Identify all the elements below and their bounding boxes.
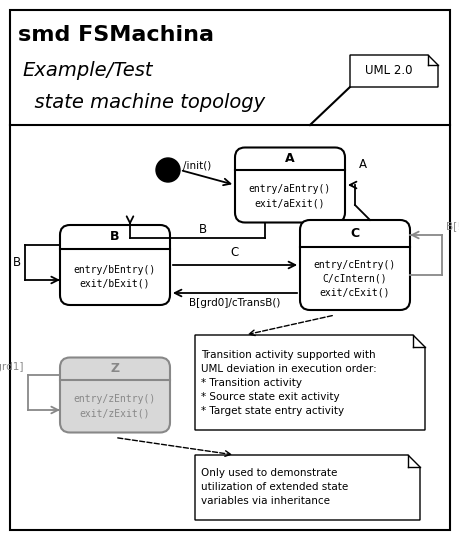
Text: C: C (230, 246, 239, 260)
Text: smd FSMachina: smd FSMachina (18, 25, 213, 45)
Text: Only used to demonstrate
utilization of extended state
variables via inheritance: Only used to demonstrate utilization of … (201, 469, 347, 507)
Circle shape (156, 158, 179, 182)
Text: entry/zEntry()
exit/zExit(): entry/zEntry() exit/zExit() (74, 394, 156, 418)
Text: state machine topology: state machine topology (22, 92, 264, 111)
Text: /init(): /init() (183, 161, 211, 171)
Text: B: B (198, 223, 206, 236)
Text: entry/aEntry()
exit/aExit(): entry/aEntry() exit/aExit() (248, 184, 330, 208)
Text: B: B (13, 256, 21, 269)
FancyBboxPatch shape (235, 147, 344, 222)
Polygon shape (195, 455, 419, 520)
FancyBboxPatch shape (60, 357, 170, 433)
Text: C: C (350, 227, 359, 240)
Text: entry/bEntry()
exit/bExit(): entry/bEntry() exit/bExit() (74, 265, 156, 289)
Text: Z: Z (110, 362, 119, 375)
Text: B[grd0]/cTransB(): B[grd0]/cTransB() (189, 298, 280, 308)
Polygon shape (349, 55, 437, 87)
FancyBboxPatch shape (299, 220, 409, 310)
Polygon shape (195, 335, 424, 430)
FancyBboxPatch shape (60, 225, 170, 305)
Text: A: A (285, 152, 294, 165)
Text: B[!grd0]: B[!grd0] (445, 222, 459, 232)
Text: UML 2.0: UML 2.0 (364, 64, 412, 78)
Text: Example/Test: Example/Test (22, 60, 152, 79)
Text: A: A (358, 159, 366, 172)
Text: Z[grd1]: Z[grd1] (0, 362, 24, 372)
Text: Transition activity supported with
UML deviation in execution order:
* Transitio: Transition activity supported with UML d… (201, 349, 376, 415)
Text: entry/cEntry()
C/cIntern()
exit/cExit(): entry/cEntry() C/cIntern() exit/cExit() (313, 260, 395, 298)
Text: B: B (110, 231, 119, 244)
